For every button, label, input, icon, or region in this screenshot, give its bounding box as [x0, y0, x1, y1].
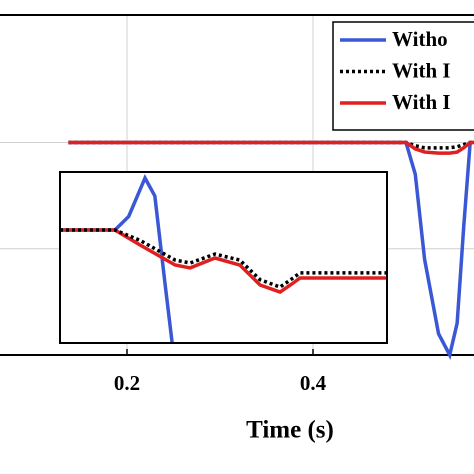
inset-background: [60, 172, 387, 343]
plot-frame: [0, 14, 474, 356]
x-axis-label: Time (s): [246, 417, 334, 444]
x-tick-label: 0.2: [114, 371, 140, 395]
line-series: [68, 140, 474, 360]
line-series: [60, 228, 387, 290]
legend-label: With I: [392, 90, 451, 114]
legend-label: Witho: [392, 27, 448, 51]
x-tick-label: 0.4: [300, 371, 327, 395]
inset-frame: [59, 171, 388, 344]
line-series: [68, 140, 474, 155]
legend-label: With I: [392, 58, 451, 82]
line-series: [60, 228, 387, 294]
